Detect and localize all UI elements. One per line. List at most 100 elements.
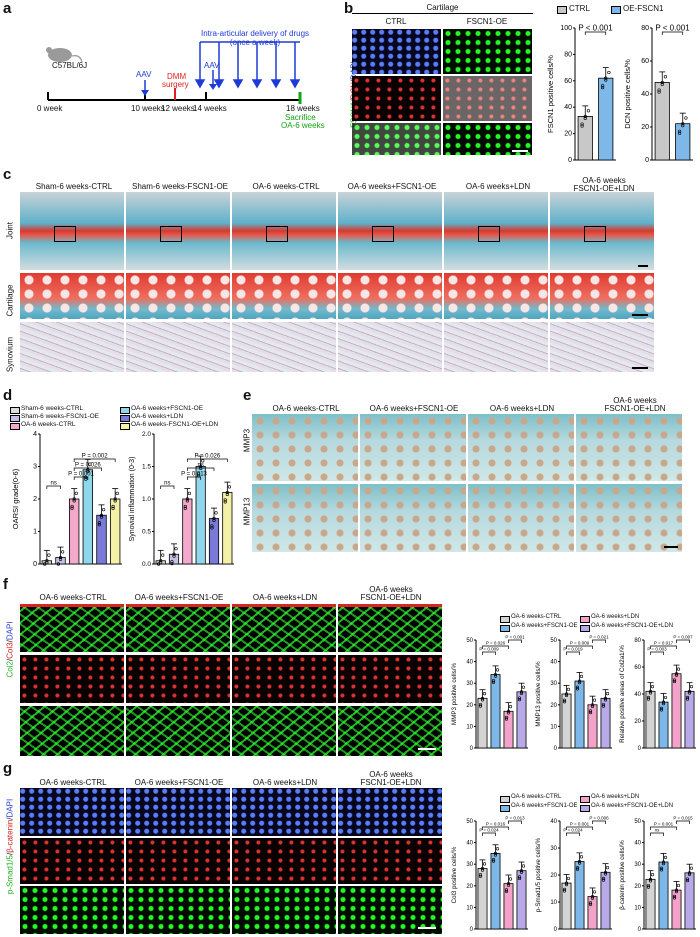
chart-f2-point-4-2 xyxy=(687,691,692,695)
f-row3-image-2 xyxy=(126,706,230,756)
chart-g1-point-4-4 xyxy=(601,876,606,881)
f-col-1: OA-6 weeks-CTRL xyxy=(39,593,107,602)
sacrifice-label: Sacrifice xyxy=(285,113,316,122)
chart-d2-point-2-3 xyxy=(174,547,178,551)
chart-g1-tick-label-0: 0 xyxy=(554,927,558,933)
d-legend-swatch-2 xyxy=(10,415,20,422)
chart-b0-pval-1: P < 0.001 xyxy=(578,24,613,33)
b-green-oe xyxy=(443,123,532,155)
chart-f2-bar-3 xyxy=(671,673,682,749)
chart-d1-bracket-2 xyxy=(73,476,89,480)
chart-g2-point-4-1 xyxy=(685,879,690,883)
chart-d2-point-3-4 xyxy=(183,504,187,509)
chart-d2-bracket-4 xyxy=(186,458,228,462)
d-legend-swatch-1 xyxy=(10,407,20,414)
chart-oarsi-grade: OARSI grade(0-6) 0 1 2 3 4 ns P = 0.001 P = 0.02… xyxy=(11,431,122,568)
chart-b1-tick-label-3: 60 xyxy=(641,58,649,65)
panel-label-b: b xyxy=(344,0,354,17)
chart-g1-tick-label-1: 10 xyxy=(550,900,557,906)
chart-g0-point-4-2 xyxy=(519,870,524,874)
chart-f0-point-4-2 xyxy=(519,691,524,695)
f-legend-swatch-4 xyxy=(580,625,590,632)
c-zoom-box-3 xyxy=(266,226,288,242)
chart-synovial-inflammation: Synovial inflammation (0-3) 0.0 0.5 1.0 1.5 2… xyxy=(129,431,234,568)
c-row-cartilage: Cartilage xyxy=(5,284,15,317)
chart-f0-tick-label-0: 0 xyxy=(470,746,474,752)
chart-g2-point-3-4 xyxy=(672,894,677,898)
chart-f0-point-3-3 xyxy=(508,705,513,709)
g-col-4: OA-6 weeks xyxy=(369,770,413,779)
e-mmp3-image-1 xyxy=(252,414,358,481)
chart-g1-point-1-4 xyxy=(562,887,567,891)
chart-f2-tick-label-3: 60 xyxy=(634,665,641,671)
g-legend-swatch-1 xyxy=(500,796,510,803)
chart-f0-point-2-5 xyxy=(493,672,498,677)
chart-f1-point-1-5 xyxy=(564,692,569,696)
chart-b0-point-1-2 xyxy=(583,116,587,120)
d-legend-item-3: OA-6 weeks-CTRL xyxy=(21,421,76,428)
chart-d1-ylabel: OARSI grade(0-6) xyxy=(11,468,20,529)
chart-d1-point-6-1 xyxy=(111,506,115,510)
g-row1-image-2 xyxy=(126,788,230,836)
c-synovium-image-4 xyxy=(338,322,442,372)
c-synovium-image-1 xyxy=(20,322,124,372)
chart-d1-pval-1: ns xyxy=(50,481,56,487)
chart-f0-bracket-2 xyxy=(482,645,509,649)
f-legend-swatch-2 xyxy=(500,625,510,632)
chart-d2-bracket-2 xyxy=(186,476,202,480)
chart-b1-ylabel: DCN positive cells/% xyxy=(623,59,632,129)
c-col-6-line2: FSCN1-OE+LDN xyxy=(573,184,635,193)
chart-d2-point-5-5 xyxy=(212,516,216,521)
chart-f2-point-3-3 xyxy=(676,667,681,671)
chart-d1-bracket-1 xyxy=(46,485,61,489)
chart-g2-tick-label-5: 50 xyxy=(634,819,641,825)
chart-f2-point-2-5 xyxy=(661,700,666,704)
chart-d1-pval-3: P = 0.026 xyxy=(75,463,101,469)
chart-g0-point-2-4 xyxy=(491,858,496,862)
chart-d1-point-5-3 xyxy=(102,508,106,512)
chart-f2-pval-1: P = 0.003 xyxy=(647,647,667,652)
chart-d1-bar-4 xyxy=(82,469,94,565)
chart-d2-point-2-2 xyxy=(172,554,176,558)
chart-b1-point-1-5 xyxy=(660,80,664,85)
e-scale-bar xyxy=(664,546,678,548)
f-col-4: OA-6 weeks xyxy=(369,585,413,594)
chart-f2-tick-label-1: 20 xyxy=(634,719,641,725)
chart-g1-point-4-1 xyxy=(601,878,606,882)
b-red-ctrl xyxy=(352,76,441,121)
g-legend-swatch-4 xyxy=(580,805,590,812)
chart-f2-point-3-5 xyxy=(674,672,679,676)
d-legend-swatch-3 xyxy=(10,423,20,430)
aav-label-2: AAV xyxy=(204,61,220,70)
chart-g1-point-3-2 xyxy=(590,896,595,900)
chart-g1-pval-1: P = 0.024 xyxy=(563,828,583,833)
chart-g1-point-2-2 xyxy=(577,861,582,865)
col-ctrl: CTRL xyxy=(385,17,407,26)
f-row3-image-3 xyxy=(232,706,336,756)
g-side-label: p-Smad1/5/β-catenin/DAPI xyxy=(5,798,15,895)
chart-b1-tick-label-1: 20 xyxy=(641,124,649,131)
chart-f1-bracket-2 xyxy=(566,645,593,649)
d-legend-swatch-5 xyxy=(120,415,130,422)
chart-g0-tick-label-0: 0 xyxy=(470,927,474,933)
chart-b0-tick-label-2: 40 xyxy=(564,104,572,111)
chart-d2-point-3-2 xyxy=(185,499,189,503)
chart-d2-point-4-2 xyxy=(199,466,203,470)
mouse-strain: C57BL/6J xyxy=(52,61,88,70)
g-legend-item-4: OA-6 weeks+FSCN1-OE+LDN xyxy=(591,803,674,809)
f-row1-image-4 xyxy=(338,604,442,652)
chart-f1-point-4-3 xyxy=(605,692,610,696)
legend-oe: OE-FSCN1 xyxy=(623,4,664,13)
time-10: 10 weeks xyxy=(131,104,165,113)
chart-f1-point-4-2 xyxy=(603,698,608,702)
chart-d2-point-2-1 xyxy=(170,562,174,566)
chart-f0-tick-label-1: 10 xyxy=(466,724,473,730)
chart-f0-point-1-2 xyxy=(480,698,485,702)
chart-f1-tick-label-0: 0 xyxy=(554,746,558,752)
chart-b0-bar-2 xyxy=(598,77,614,161)
chart-g1-pval-3: P = 0.006 xyxy=(589,816,609,821)
chart-psmad-positive: p-Smad1/5 positive cells/% 0 10 20 30 40 P = 0… xyxy=(535,816,612,933)
chart-b0-point-2-2 xyxy=(604,78,608,82)
chart-d1-point-4-2 xyxy=(86,470,90,474)
chart-f2-point-1-5 xyxy=(648,689,653,693)
